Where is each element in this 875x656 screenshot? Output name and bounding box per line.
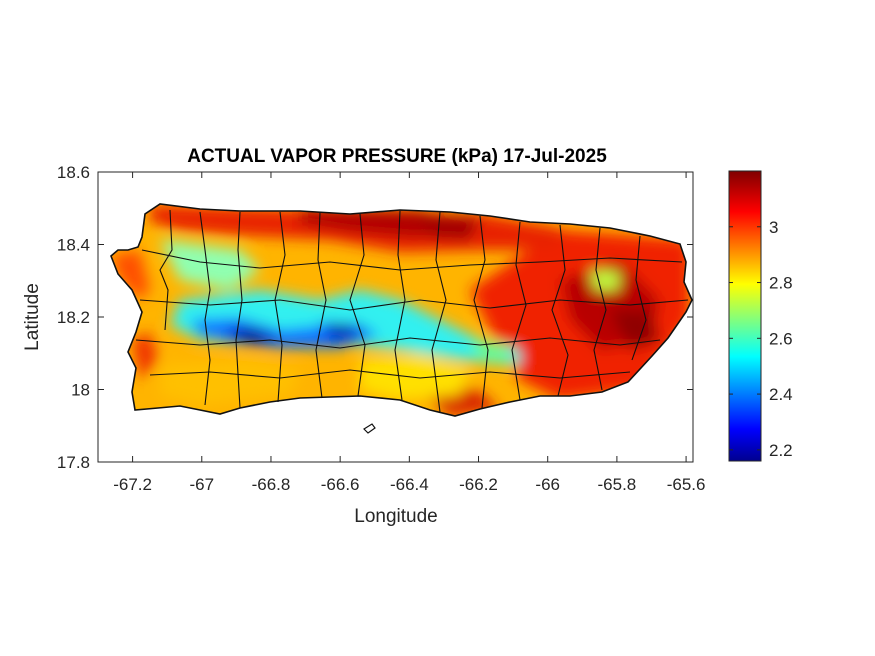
colorbar-tick-label: 2.2 (769, 441, 793, 460)
y-tick-label: 17.8 (57, 453, 90, 472)
y-tick-label: 18 (71, 381, 90, 400)
island-outline (110, 203, 693, 417)
x-tick-label: -67 (189, 475, 214, 494)
y-axis: 17.8 18 18.2 18.4 18.6 (57, 163, 693, 472)
x-tick-label: -65.8 (598, 475, 637, 494)
y-tick-label: 18.6 (57, 163, 90, 182)
y-tick-label: 18.4 (57, 236, 90, 255)
x-tick-label: -66.4 (390, 475, 429, 494)
offshore-island (363, 423, 376, 434)
x-tick-label: -66 (535, 475, 560, 494)
colorbar-tick-label: 2.4 (769, 385, 793, 404)
x-tick-label: -65.6 (667, 475, 706, 494)
y-axis-label: Latitude (22, 283, 43, 351)
x-tick-label: -66.8 (252, 475, 291, 494)
colorbar-gradient (728, 170, 762, 462)
y-tick-label: 18.2 (57, 308, 90, 327)
map-title: ACTUAL VAPOR PRESSURE (kPa) 17-Jul-2025 (187, 146, 607, 167)
colorbar-tick-label: 2.8 (769, 274, 793, 293)
x-tick-label: -66.6 (321, 475, 360, 494)
colorbar-tick-label: 2.6 (769, 329, 793, 348)
colorbar-ticks: 2.2 2.4 2.6 2.8 3 (729, 218, 793, 460)
x-tick-label: -66.2 (459, 475, 498, 494)
colorbar: 2.2 2.4 2.6 2.8 3 (728, 170, 793, 462)
x-axis-label: Longitude (354, 506, 437, 527)
municipality-boundaries (135, 209, 689, 413)
colorbar-tick-label: 3 (769, 218, 778, 237)
x-axis: -67.2 -67 -66.8 -66.6 -66.4 -66.2 -66 -65.8 -65.… (113, 172, 705, 494)
x-tick-label: -67.2 (113, 475, 152, 494)
